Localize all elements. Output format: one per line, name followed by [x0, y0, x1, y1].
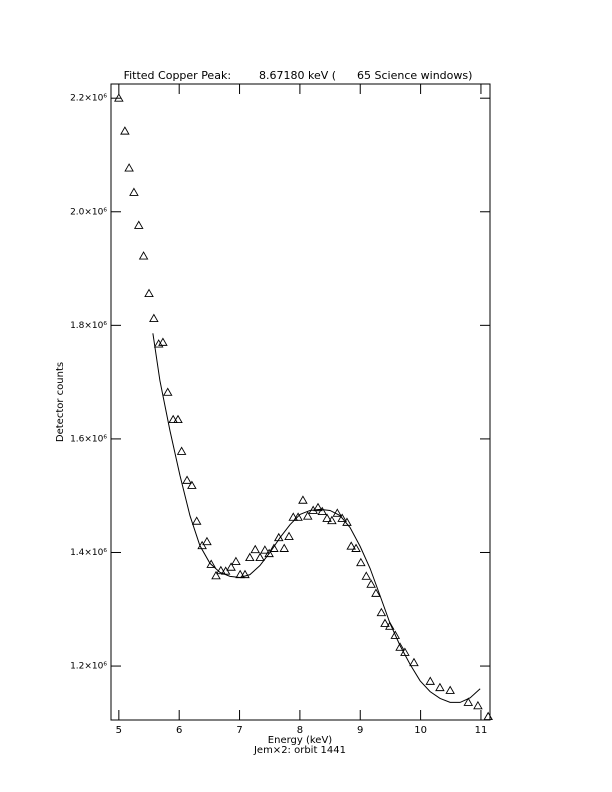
x-tick-label: 9 [357, 725, 363, 736]
y-tick-label: 1.4×10⁶ [70, 548, 107, 558]
data-point [288, 512, 299, 521]
data-point [202, 536, 212, 546]
y-tick-label: 1.2×10⁶ [70, 662, 107, 672]
data-point [260, 545, 270, 554]
data-point [376, 607, 387, 617]
data-point [473, 700, 483, 710]
data-point [390, 630, 401, 639]
data-point [250, 544, 261, 554]
data-point [302, 511, 313, 520]
y-tick-label: 1.8×10⁶ [70, 321, 107, 331]
data-point [380, 618, 390, 627]
fit-line [152, 333, 481, 703]
data-point [138, 251, 149, 260]
data-point [187, 480, 197, 489]
data-point [298, 495, 308, 504]
chart-title: Fitted Copper Peak: 8.67180 keV ( 65 Sci… [124, 69, 473, 82]
data-point [385, 621, 395, 630]
data-point [322, 513, 332, 522]
y-tick-label: 1.6×10⁶ [70, 434, 107, 444]
data-point [124, 163, 134, 172]
data-point [313, 502, 323, 512]
data-point [346, 541, 356, 550]
plot-frame [110, 83, 491, 721]
data-point [445, 685, 455, 694]
data-point [293, 512, 303, 521]
subtitle: Jem×2: orbit 1441 [253, 745, 346, 756]
data-point [361, 571, 372, 580]
data-point [435, 682, 445, 692]
data-point [351, 543, 361, 552]
x-axis-label: Energy (keV) [268, 735, 333, 746]
data-point [264, 548, 274, 558]
data-point [211, 570, 221, 580]
data-point [409, 657, 419, 667]
data-point [162, 387, 173, 396]
data-point [173, 414, 183, 424]
y-tick-label: 2.0×10⁶ [70, 207, 107, 217]
data-point [191, 516, 202, 525]
data-point [269, 543, 279, 552]
data-point [245, 552, 255, 562]
data-point [337, 513, 347, 522]
data-point [120, 126, 130, 135]
data-point [158, 337, 168, 346]
data-point [149, 313, 159, 322]
data-point [463, 697, 474, 706]
x-tick-label: 6 [176, 725, 182, 736]
data-point [133, 220, 144, 229]
data-point [371, 588, 381, 597]
x-tick-label: 11 [475, 725, 488, 736]
data-point [153, 339, 164, 348]
data-point [425, 676, 436, 685]
x-tick-label: 8 [297, 725, 303, 736]
x-tick-label: 10 [414, 725, 427, 736]
data-point [182, 475, 192, 484]
y-tick-label: 2.2×10⁶ [70, 94, 107, 104]
data-point [317, 506, 328, 516]
data-point [114, 93, 124, 102]
data-point [327, 515, 337, 525]
data-point [144, 288, 154, 297]
data-point [216, 565, 226, 575]
x-tick-label: 7 [236, 725, 242, 736]
y-axis-label: Detector counts [55, 362, 66, 442]
data-point [129, 187, 139, 196]
x-tick-label: 5 [116, 725, 122, 736]
data-point [206, 559, 216, 568]
data-point [168, 414, 178, 424]
data-point [483, 711, 493, 721]
data-point [284, 531, 294, 541]
data-point [356, 557, 366, 567]
data-point [255, 552, 265, 562]
data-point [226, 562, 236, 571]
data-point [176, 446, 187, 455]
data-point [366, 579, 376, 588]
data-point [231, 556, 241, 566]
data-point [395, 642, 405, 651]
data-point [240, 569, 250, 579]
data-point [279, 543, 289, 552]
